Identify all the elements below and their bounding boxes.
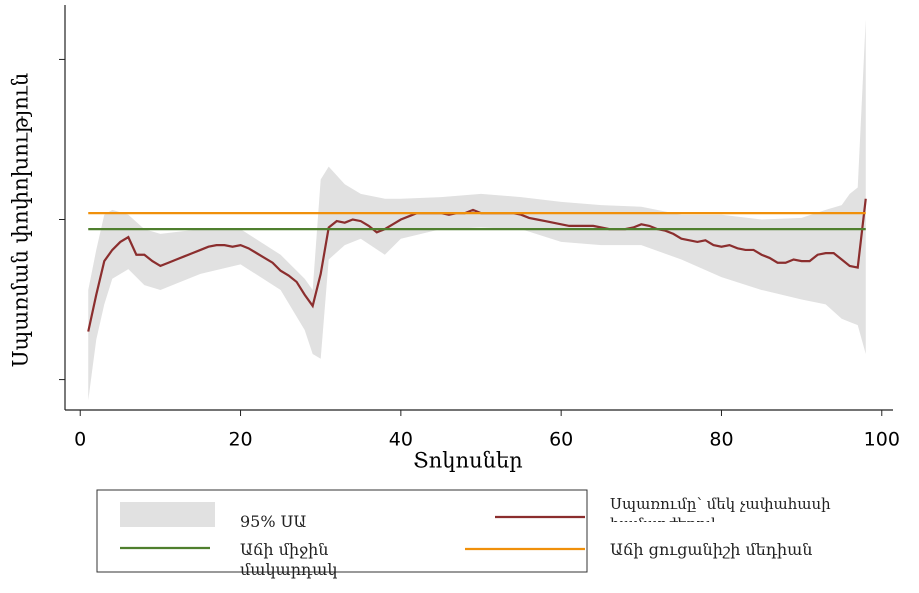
legend-label: 95% ՍԱ bbox=[240, 512, 307, 531]
legend-box bbox=[96, 489, 588, 573]
legend-swatch bbox=[120, 502, 215, 527]
x-tick-label: 80 bbox=[709, 429, 733, 451]
x-tick-label: 0 bbox=[74, 429, 86, 451]
x-tick-label: 100 bbox=[864, 429, 900, 451]
x-axis-label: Տոկոսներ bbox=[413, 449, 522, 473]
x-tick-label: 20 bbox=[228, 429, 252, 451]
legend-label: Աճի ցուցանիշի մեդիան bbox=[610, 540, 813, 559]
legend-label: Աճի միջին մակարդակ bbox=[240, 540, 338, 579]
x-tick-label: 60 bbox=[549, 429, 573, 451]
legend-label: Սպառումը՝ մեկ չափահասի համարժեքով bbox=[610, 495, 831, 522]
line bbox=[87, 198, 867, 332]
x-tick-label: 40 bbox=[389, 429, 413, 451]
confidence-band bbox=[88, 19, 866, 401]
y-axis-label: Սպառման փոփոխություն bbox=[9, 73, 33, 367]
